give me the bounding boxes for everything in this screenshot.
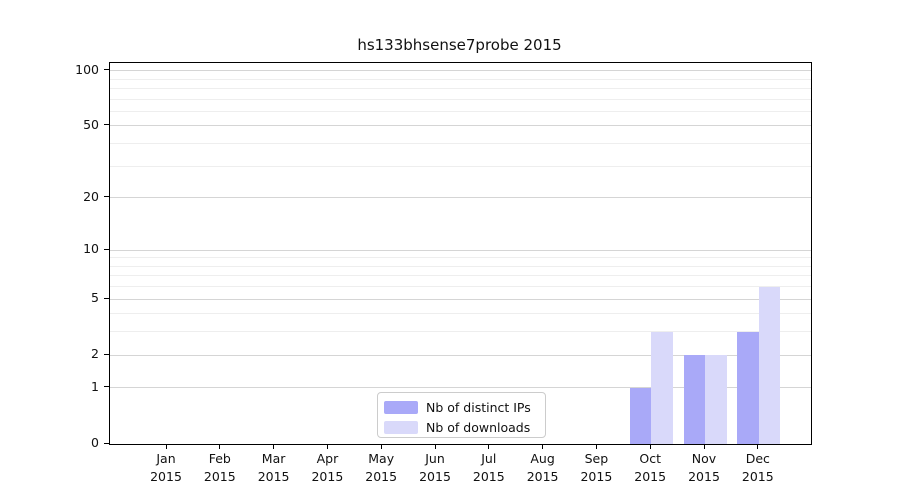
x-tick-label: Mar 2015 <box>257 451 290 484</box>
x-tick-mark <box>219 444 221 449</box>
x-tick-label: Jan 2015 <box>150 451 182 484</box>
bar-downloads <box>651 331 673 444</box>
gridline-major <box>110 70 811 72</box>
gridline-minor <box>110 88 811 89</box>
x-tick-label: Dec 2015 <box>741 451 774 484</box>
y-tick-label: 5 <box>91 290 99 306</box>
gridline-minor <box>110 110 811 112</box>
legend-item-distinct-ips: Nb of distinct IPs <box>384 399 537 416</box>
x-tick-label: Aug 2015 <box>526 451 559 484</box>
x-tick-label: Jul 2015 <box>472 451 505 484</box>
gridline-minor <box>110 98 811 100</box>
legend: Nb of distinct IPs Nb of downloads <box>377 392 546 438</box>
bar-distinct-ips <box>737 331 759 444</box>
x-tick-label: Sep 2015 <box>580 451 613 484</box>
x-tick-label: Feb 2015 <box>203 451 236 484</box>
legend-swatch-distinct-ips <box>384 401 418 414</box>
y-tick-mark <box>104 69 109 71</box>
bar-downloads <box>758 286 781 444</box>
x-tick-mark <box>273 444 275 449</box>
y-tick-label: 0 <box>91 435 99 450</box>
x-tick-label: May 2015 <box>365 451 398 484</box>
y-tick-label: 1 <box>91 378 99 394</box>
gridline-minor <box>110 165 811 167</box>
x-tick-label: Jun 2015 <box>419 451 451 484</box>
y-tick-mark <box>104 386 109 388</box>
legend-label-downloads: Nb of downloads <box>426 420 531 435</box>
x-tick-mark <box>703 444 705 449</box>
gridline-major <box>110 354 811 356</box>
gridline-minor <box>110 275 811 277</box>
y-tick-label: 10 <box>83 241 99 256</box>
x-tick-mark <box>488 444 490 449</box>
gridline-minor <box>110 78 811 80</box>
y-tick-mark <box>104 353 109 355</box>
y-tick-label: 2 <box>91 346 99 362</box>
gridline-minor <box>110 265 811 267</box>
gridline-minor <box>110 331 811 333</box>
chart-title: hs133bhsense7probe 2015 <box>357 36 562 54</box>
bar-downloads <box>705 355 727 444</box>
y-tick-label: 20 <box>83 188 99 204</box>
legend-swatch-downloads <box>384 421 418 434</box>
x-tick-mark <box>165 444 167 449</box>
gridline-minor <box>110 313 811 315</box>
bar-distinct-ips <box>629 387 652 444</box>
bar-distinct-ips <box>683 355 705 444</box>
x-tick-mark <box>434 444 436 449</box>
plot-area <box>109 62 812 445</box>
x-tick-label: Apr 2015 <box>311 451 344 484</box>
legend-label-distinct-ips: Nb of distinct IPs <box>426 400 531 415</box>
x-tick-mark <box>595 444 597 449</box>
y-tick-label: 100 <box>75 61 99 77</box>
x-tick-mark <box>542 444 544 449</box>
y-tick-mark <box>104 124 109 126</box>
gridline-major <box>110 387 811 389</box>
x-tick-mark <box>380 444 382 449</box>
gridline-minor <box>110 257 811 259</box>
x-tick-mark <box>326 444 328 449</box>
gridline-major <box>110 197 811 199</box>
y-tick-mark <box>104 297 109 299</box>
x-tick-mark <box>649 444 651 449</box>
y-tick-mark <box>104 248 109 250</box>
gridline-minor <box>110 143 811 145</box>
gridline-major <box>110 125 811 127</box>
y-tick-mark <box>104 442 109 444</box>
x-tick-mark <box>757 444 759 449</box>
legend-item-downloads: Nb of downloads <box>384 419 537 436</box>
y-tick-label: 50 <box>83 116 99 132</box>
gridline-major <box>110 298 811 300</box>
y-tick-mark <box>104 196 109 198</box>
x-tick-label: Oct 2015 <box>634 451 667 484</box>
gridline-minor <box>110 286 811 288</box>
gridline-major <box>110 249 811 251</box>
x-tick-label: Nov 2015 <box>688 451 720 484</box>
